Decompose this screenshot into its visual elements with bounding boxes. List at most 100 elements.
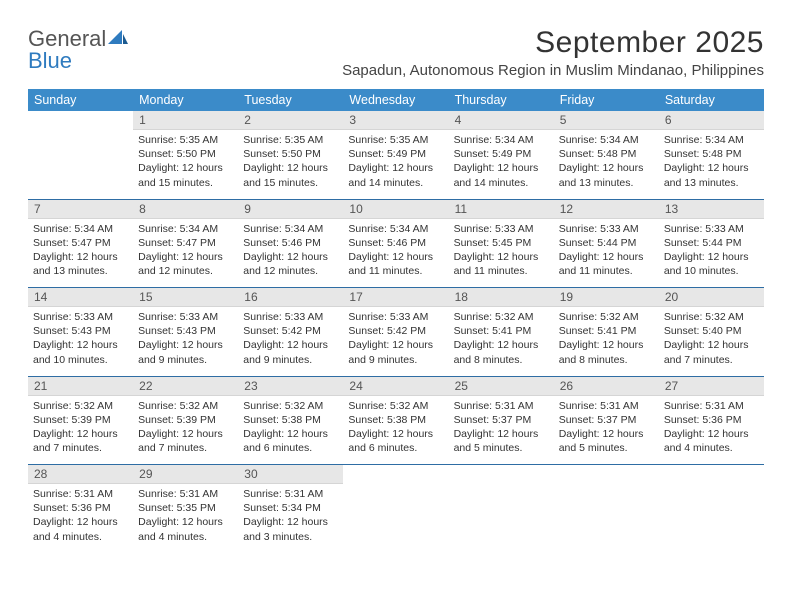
calendar-head: SundayMondayTuesdayWednesdayThursdayFrid… xyxy=(28,89,764,111)
day-number: 11 xyxy=(449,200,554,219)
day-number: 25 xyxy=(449,377,554,396)
calendar-day-cell: 23Sunrise: 5:32 AMSunset: 5:38 PMDayligh… xyxy=(238,377,343,465)
day-number: 19 xyxy=(554,288,659,307)
calendar-empty-cell xyxy=(343,465,448,553)
calendar-week-row: 21Sunrise: 5:32 AMSunset: 5:39 PMDayligh… xyxy=(28,377,764,465)
calendar-day-cell: 18Sunrise: 5:32 AMSunset: 5:41 PMDayligh… xyxy=(449,288,554,376)
day-details: Sunrise: 5:33 AMSunset: 5:42 PMDaylight:… xyxy=(238,307,343,373)
logo-word-blue: Blue xyxy=(28,48,128,74)
calendar-day-cell: 6Sunrise: 5:34 AMSunset: 5:48 PMDaylight… xyxy=(659,111,764,199)
day-details: Sunrise: 5:34 AMSunset: 5:48 PMDaylight:… xyxy=(554,130,659,196)
day-details: Sunrise: 5:34 AMSunset: 5:47 PMDaylight:… xyxy=(28,219,133,285)
logo: General Blue xyxy=(28,26,128,74)
calendar-day-cell: 13Sunrise: 5:33 AMSunset: 5:44 PMDayligh… xyxy=(659,200,764,288)
day-number: 28 xyxy=(28,465,133,484)
day-details: Sunrise: 5:33 AMSunset: 5:43 PMDaylight:… xyxy=(133,307,238,373)
calendar-day-cell: 2Sunrise: 5:35 AMSunset: 5:50 PMDaylight… xyxy=(238,111,343,199)
calendar-day-cell: 15Sunrise: 5:33 AMSunset: 5:43 PMDayligh… xyxy=(133,288,238,376)
calendar-week-row: 1Sunrise: 5:35 AMSunset: 5:50 PMDaylight… xyxy=(28,111,764,199)
calendar-empty-cell xyxy=(28,111,133,199)
calendar-empty-cell xyxy=(554,465,659,553)
calendar-day-cell: 28Sunrise: 5:31 AMSunset: 5:36 PMDayligh… xyxy=(28,465,133,553)
day-details: Sunrise: 5:31 AMSunset: 5:36 PMDaylight:… xyxy=(659,396,764,462)
calendar-day-cell: 10Sunrise: 5:34 AMSunset: 5:46 PMDayligh… xyxy=(343,200,448,288)
day-number: 29 xyxy=(133,465,238,484)
day-number: 6 xyxy=(659,111,764,130)
day-details: Sunrise: 5:35 AMSunset: 5:50 PMDaylight:… xyxy=(133,130,238,196)
day-number: 2 xyxy=(238,111,343,130)
day-number: 10 xyxy=(343,200,448,219)
day-number: 18 xyxy=(449,288,554,307)
weekday-row: SundayMondayTuesdayWednesdayThursdayFrid… xyxy=(28,89,764,111)
day-details: Sunrise: 5:31 AMSunset: 5:36 PMDaylight:… xyxy=(28,484,133,550)
title-block: September 2025 Sapadun, Autonomous Regio… xyxy=(342,26,764,79)
calendar-week-row: 7Sunrise: 5:34 AMSunset: 5:47 PMDaylight… xyxy=(28,200,764,288)
day-number: 3 xyxy=(343,111,448,130)
calendar-day-cell: 30Sunrise: 5:31 AMSunset: 5:34 PMDayligh… xyxy=(238,465,343,553)
day-details: Sunrise: 5:34 AMSunset: 5:46 PMDaylight:… xyxy=(238,219,343,285)
day-details: Sunrise: 5:35 AMSunset: 5:49 PMDaylight:… xyxy=(343,130,448,196)
calendar-day-cell: 9Sunrise: 5:34 AMSunset: 5:46 PMDaylight… xyxy=(238,200,343,288)
day-details: Sunrise: 5:32 AMSunset: 5:40 PMDaylight:… xyxy=(659,307,764,373)
day-number: 17 xyxy=(343,288,448,307)
day-number: 9 xyxy=(238,200,343,219)
calendar-day-cell: 25Sunrise: 5:31 AMSunset: 5:37 PMDayligh… xyxy=(449,377,554,465)
calendar-day-cell: 12Sunrise: 5:33 AMSunset: 5:44 PMDayligh… xyxy=(554,200,659,288)
day-number: 12 xyxy=(554,200,659,219)
sail-icon xyxy=(108,30,128,46)
day-details: Sunrise: 5:32 AMSunset: 5:38 PMDaylight:… xyxy=(238,396,343,462)
day-number: 30 xyxy=(238,465,343,484)
month-title: September 2025 xyxy=(342,26,764,60)
calendar-empty-cell xyxy=(449,465,554,553)
calendar-day-cell: 26Sunrise: 5:31 AMSunset: 5:37 PMDayligh… xyxy=(554,377,659,465)
weekday-header: Tuesday xyxy=(238,89,343,111)
calendar-week-row: 28Sunrise: 5:31 AMSunset: 5:36 PMDayligh… xyxy=(28,465,764,553)
day-details: Sunrise: 5:31 AMSunset: 5:37 PMDaylight:… xyxy=(554,396,659,462)
calendar-week-row: 14Sunrise: 5:33 AMSunset: 5:43 PMDayligh… xyxy=(28,288,764,376)
calendar-day-cell: 17Sunrise: 5:33 AMSunset: 5:42 PMDayligh… xyxy=(343,288,448,376)
location-subtitle: Sapadun, Autonomous Region in Muslim Min… xyxy=(342,62,764,79)
calendar-day-cell: 3Sunrise: 5:35 AMSunset: 5:49 PMDaylight… xyxy=(343,111,448,199)
day-number: 24 xyxy=(343,377,448,396)
calendar-day-cell: 5Sunrise: 5:34 AMSunset: 5:48 PMDaylight… xyxy=(554,111,659,199)
calendar-empty-cell xyxy=(659,465,764,553)
day-details: Sunrise: 5:34 AMSunset: 5:46 PMDaylight:… xyxy=(343,219,448,285)
day-details: Sunrise: 5:33 AMSunset: 5:44 PMDaylight:… xyxy=(659,219,764,285)
header: General Blue September 2025 Sapadun, Aut… xyxy=(28,26,764,79)
day-details: Sunrise: 5:32 AMSunset: 5:39 PMDaylight:… xyxy=(133,396,238,462)
day-number: 1 xyxy=(133,111,238,130)
day-details: Sunrise: 5:32 AMSunset: 5:41 PMDaylight:… xyxy=(449,307,554,373)
day-number: 27 xyxy=(659,377,764,396)
weekday-header: Wednesday xyxy=(343,89,448,111)
weekday-header: Thursday xyxy=(449,89,554,111)
calendar-day-cell: 29Sunrise: 5:31 AMSunset: 5:35 PMDayligh… xyxy=(133,465,238,553)
day-number: 21 xyxy=(28,377,133,396)
day-number: 20 xyxy=(659,288,764,307)
calendar-day-cell: 21Sunrise: 5:32 AMSunset: 5:39 PMDayligh… xyxy=(28,377,133,465)
day-details: Sunrise: 5:35 AMSunset: 5:50 PMDaylight:… xyxy=(238,130,343,196)
logo-text: General Blue xyxy=(28,26,128,74)
weekday-header: Sunday xyxy=(28,89,133,111)
day-details: Sunrise: 5:34 AMSunset: 5:48 PMDaylight:… xyxy=(659,130,764,196)
day-number: 16 xyxy=(238,288,343,307)
day-number: 15 xyxy=(133,288,238,307)
day-details: Sunrise: 5:33 AMSunset: 5:44 PMDaylight:… xyxy=(554,219,659,285)
calendar-day-cell: 7Sunrise: 5:34 AMSunset: 5:47 PMDaylight… xyxy=(28,200,133,288)
calendar-body: 1Sunrise: 5:35 AMSunset: 5:50 PMDaylight… xyxy=(28,111,764,553)
day-details: Sunrise: 5:31 AMSunset: 5:35 PMDaylight:… xyxy=(133,484,238,550)
day-number: 13 xyxy=(659,200,764,219)
weekday-header: Friday xyxy=(554,89,659,111)
calendar-day-cell: 16Sunrise: 5:33 AMSunset: 5:42 PMDayligh… xyxy=(238,288,343,376)
day-number: 4 xyxy=(449,111,554,130)
day-number: 23 xyxy=(238,377,343,396)
day-details: Sunrise: 5:33 AMSunset: 5:45 PMDaylight:… xyxy=(449,219,554,285)
calendar-day-cell: 22Sunrise: 5:32 AMSunset: 5:39 PMDayligh… xyxy=(133,377,238,465)
day-number: 26 xyxy=(554,377,659,396)
day-details: Sunrise: 5:31 AMSunset: 5:34 PMDaylight:… xyxy=(238,484,343,550)
calendar-day-cell: 27Sunrise: 5:31 AMSunset: 5:36 PMDayligh… xyxy=(659,377,764,465)
day-details: Sunrise: 5:32 AMSunset: 5:41 PMDaylight:… xyxy=(554,307,659,373)
calendar-table: SundayMondayTuesdayWednesdayThursdayFrid… xyxy=(28,89,764,553)
day-number: 14 xyxy=(28,288,133,307)
day-details: Sunrise: 5:33 AMSunset: 5:42 PMDaylight:… xyxy=(343,307,448,373)
day-number: 22 xyxy=(133,377,238,396)
